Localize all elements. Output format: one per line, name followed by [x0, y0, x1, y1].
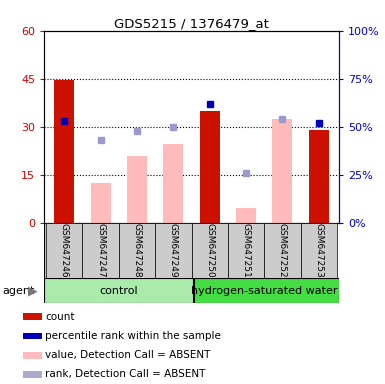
Text: value, Detection Call = ABSENT: value, Detection Call = ABSENT [45, 350, 211, 360]
Text: count: count [45, 312, 75, 322]
Text: GSM647250: GSM647250 [205, 223, 214, 278]
Text: ▶: ▶ [28, 285, 37, 297]
Bar [194, 278, 339, 303]
Bar [23, 371, 42, 378]
Bar [163, 144, 183, 223]
Text: GSM647251: GSM647251 [241, 223, 251, 278]
Text: GSM647247: GSM647247 [96, 223, 105, 278]
Bar [46, 223, 82, 278]
Bar [155, 223, 192, 278]
Bar [90, 183, 110, 223]
Bar [200, 111, 220, 223]
Bar [23, 333, 42, 339]
Text: control: control [99, 286, 138, 296]
Bar [264, 223, 301, 278]
Text: agent: agent [2, 286, 34, 296]
Text: GSM647253: GSM647253 [314, 223, 323, 278]
Text: percentile rank within the sample: percentile rank within the sample [45, 331, 221, 341]
Text: GSM647249: GSM647249 [169, 223, 178, 278]
Bar [82, 223, 119, 278]
Text: rank, Detection Call = ABSENT: rank, Detection Call = ABSENT [45, 369, 206, 379]
Bar [23, 313, 42, 320]
Title: GDS5215 / 1376479_at: GDS5215 / 1376479_at [114, 17, 269, 30]
Text: hydrogen-saturated water: hydrogen-saturated water [191, 286, 338, 296]
Bar [192, 223, 228, 278]
Text: GSM647246: GSM647246 [60, 223, 69, 278]
Bar [301, 223, 337, 278]
Text: GSM647252: GSM647252 [278, 223, 287, 278]
Bar [23, 352, 42, 359]
Bar [236, 208, 256, 223]
Bar [44, 278, 193, 303]
Bar [119, 223, 155, 278]
Bar [228, 223, 264, 278]
Bar [127, 156, 147, 223]
Text: GSM647248: GSM647248 [132, 223, 142, 278]
Bar [273, 119, 293, 223]
Bar [54, 80, 74, 223]
Bar [309, 130, 329, 223]
